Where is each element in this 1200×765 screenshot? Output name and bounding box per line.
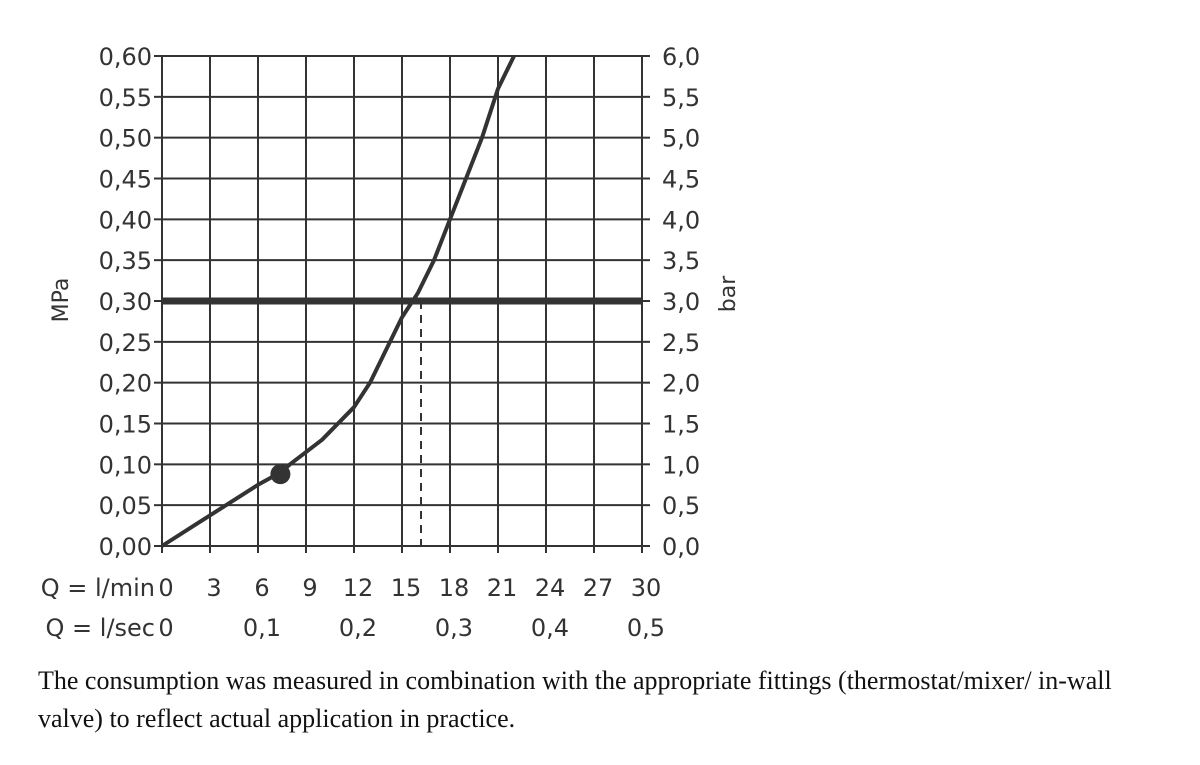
x-tick-label: 12 — [343, 574, 374, 602]
pressure-flow-chart: 0,00 0,00,05 0,50,10 1,00,15 1,50,20 2,00,25 2… — [41, 43, 741, 642]
x-tick-label: 24 — [535, 574, 566, 602]
x-tick-label: 18 — [439, 574, 470, 602]
right-tick-label: 5,0 — [662, 125, 700, 153]
x-tick-label: 9 — [302, 574, 317, 602]
left-tick-label: 0,10 — [99, 451, 152, 479]
right-tick-label: 4,5 — [662, 166, 700, 194]
right-tick-label: 1,5 — [662, 411, 700, 439]
x-tick-label: 0,4 — [531, 614, 569, 642]
x-tick-label: 0 — [158, 574, 173, 602]
x-tick-label: 0,1 — [243, 614, 281, 642]
marker-point — [270, 464, 291, 485]
left-tick-label: 0,35 — [99, 247, 152, 275]
right-tick-label: 1,0 — [662, 451, 700, 479]
left-tick-label: 0,45 — [99, 166, 152, 194]
left-tick-label: 0,40 — [99, 206, 152, 234]
left-tick-label: 0,50 — [99, 125, 152, 153]
left-tick-label: 0,20 — [99, 370, 152, 398]
right-tick-label: 2,0 — [662, 370, 700, 398]
left-axis-label: MPa — [49, 278, 74, 323]
right-tick-label: 4,0 — [662, 206, 700, 234]
x-tick-label: 0,2 — [339, 614, 377, 642]
right-tick-label: 5,5 — [662, 84, 700, 112]
left-tick-label: 0,60 — [99, 43, 152, 71]
right-tick-label: 6,0 — [662, 43, 700, 71]
x-tick-label: 3 — [206, 574, 221, 602]
left-tick-label: 0,05 — [99, 492, 152, 520]
left-tick-label: 0,15 — [99, 411, 152, 439]
left-tick-label: 0,25 — [99, 329, 152, 357]
measurement-note: The consumption was measured in combinat… — [38, 666, 1112, 733]
flow-curve — [160, 55, 516, 548]
left-tick-label: 0,00 — [99, 533, 152, 561]
right-tick-label: 0,5 — [662, 492, 700, 520]
x-tick-label: 21 — [487, 574, 518, 602]
left-tick-label: 0,55 — [99, 84, 152, 112]
right-tick-label: 0,0 — [662, 533, 700, 561]
x-row-label: Q = l/min — [41, 574, 155, 602]
x-tick-label: 27 — [583, 574, 614, 602]
x-tick-label: 0,3 — [435, 614, 473, 642]
right-tick-label: 3,0 — [662, 288, 700, 316]
x-tick-label: 0 — [158, 614, 173, 642]
x-tick-label: 0,5 — [627, 614, 665, 642]
right-axis-label: bar — [716, 275, 741, 312]
x-row-label: Q = l/sec — [46, 614, 155, 642]
x-tick-label: 15 — [391, 574, 422, 602]
right-tick-label: 3,5 — [662, 247, 700, 275]
left-tick-label: 0,30 — [99, 288, 152, 316]
x-tick-label: 30 — [631, 574, 662, 602]
x-tick-label: 6 — [254, 574, 269, 602]
right-tick-label: 2,5 — [662, 329, 700, 357]
